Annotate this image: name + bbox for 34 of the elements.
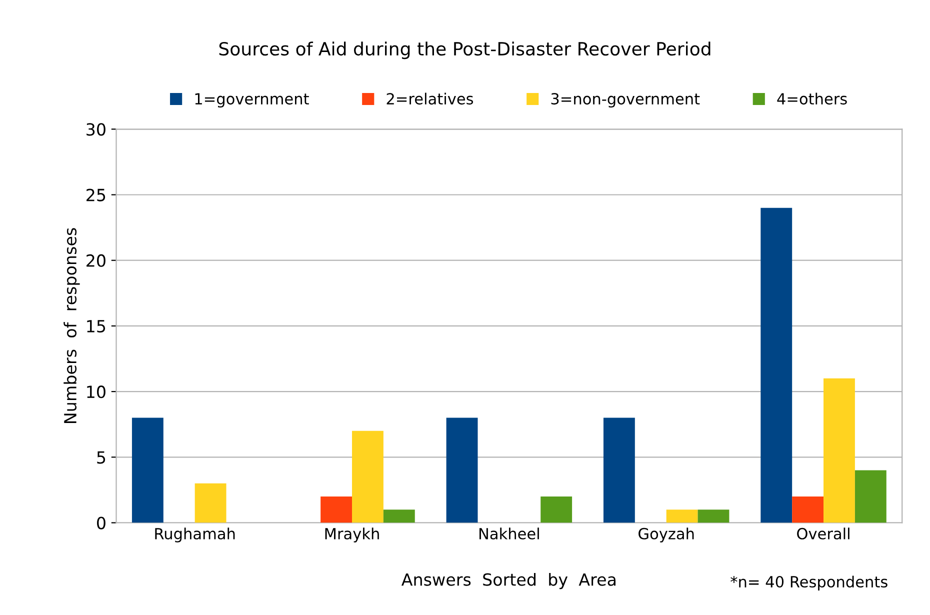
bar — [132, 418, 164, 523]
x-tick-label: Mraykh — [325, 528, 379, 542]
y-tick-label: 0 — [97, 516, 106, 530]
x-tick-label: Nakheel — [479, 528, 539, 540]
text: *n= 40 Respondents — [730, 576, 888, 590]
bar — [446, 418, 478, 523]
bar — [792, 496, 824, 523]
y-tick-label: 20 — [86, 254, 106, 267]
x-axis-title: Answers Sorted by Area — [401, 572, 616, 590]
legend-label: 4=others — [777, 92, 847, 105]
bar — [540, 496, 572, 523]
legend-label: 2=relatives — [386, 92, 474, 105]
y-tick-label: 25 — [86, 188, 106, 202]
bar — [194, 483, 226, 523]
chart-title: Sources of Aid during the Post-Disaster Recover Period — [219, 42, 710, 60]
bar — [666, 510, 698, 523]
x-tick-label: Goyzah — [638, 528, 694, 542]
y-tick-label: 5 — [97, 451, 106, 464]
y-tick-label: 15 — [87, 320, 106, 333]
bar — [854, 470, 886, 523]
bar — [383, 510, 415, 523]
bar — [824, 378, 855, 523]
y-tick-label: 30 — [86, 123, 106, 136]
y-axis-title: Numbers of responses — [64, 228, 80, 423]
bar — [760, 208, 792, 523]
x-tick-label: Overall — [797, 528, 850, 540]
bar — [698, 510, 730, 523]
y-tick-label: 10 — [87, 386, 106, 398]
bar — [603, 418, 635, 523]
bar — [320, 496, 352, 523]
bar — [352, 430, 384, 523]
legend-label: 1=government — [195, 93, 309, 108]
legend-label: 3=non-government — [551, 93, 700, 108]
x-tick-label: Rughamah — [155, 528, 235, 542]
